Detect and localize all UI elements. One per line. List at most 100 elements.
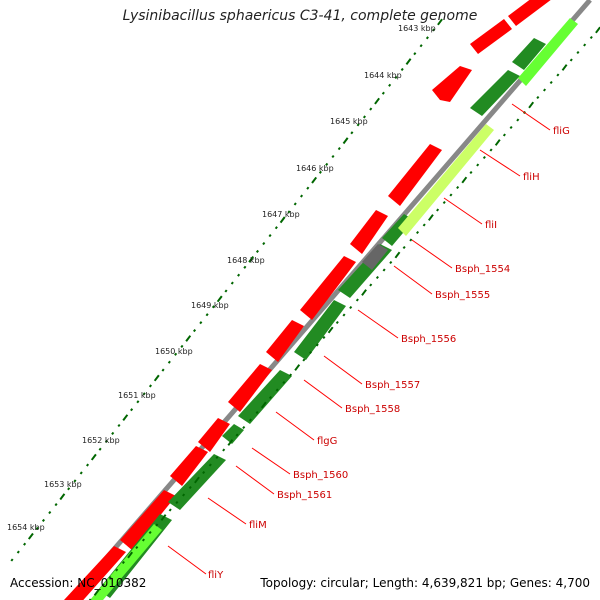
outer-scale-tick <box>41 518 45 523</box>
inner-scale-tick <box>327 326 334 334</box>
gene-label: fliM <box>249 520 267 531</box>
outer-scale-tick <box>419 44 423 48</box>
inner-scale-tick <box>361 289 367 296</box>
inner-scale-tick <box>335 320 339 325</box>
outer-scale-tick <box>262 241 266 246</box>
kbp-label: 1649 kbp <box>191 301 229 310</box>
inner-scale-tick <box>456 185 460 190</box>
outer-scale-tick <box>48 510 52 515</box>
cds-block <box>238 370 292 424</box>
outer-scale-tick <box>425 36 429 40</box>
inner-feature-track <box>90 18 578 600</box>
outer-scale-tick <box>356 123 360 127</box>
outer-scale-tick <box>180 344 184 348</box>
feature-band <box>518 18 578 86</box>
outer-scale-tick <box>255 249 259 254</box>
inner-scale-tick <box>402 245 406 250</box>
inner-scale-tick <box>543 88 547 92</box>
inner-scale-tick <box>449 193 453 197</box>
outer-scale-tick <box>142 392 146 396</box>
inner-scale-tick <box>227 439 234 446</box>
gene-label: Bsph_1561 <box>277 490 332 501</box>
cds-arrow <box>508 0 551 26</box>
inner-scale-tick <box>215 455 219 460</box>
inner-scale-tick <box>155 523 159 527</box>
cds-arrow <box>350 210 388 254</box>
kbp-label: 1654 kbp <box>7 523 45 532</box>
inner-scale-tick <box>141 538 145 542</box>
inner-scale-tick <box>355 298 359 302</box>
inner-scale-tick <box>202 470 206 475</box>
outer-scale-tick <box>237 273 241 277</box>
gene-label: Bsph_1558 <box>345 404 400 415</box>
inner-scale-tick <box>315 343 319 347</box>
outer-scale-tick <box>413 52 417 56</box>
inner-scale-tick <box>595 26 600 34</box>
inner-scale-tick <box>589 35 593 40</box>
gene-label: Bsph_1560 <box>293 470 348 481</box>
leader-line <box>323 355 363 385</box>
kbp-label: 1646 kbp <box>296 164 334 173</box>
inner-scale-tick <box>389 260 393 265</box>
outer-scale-tick <box>185 335 192 342</box>
kbp-label: 1647 kbp <box>262 210 300 219</box>
inner-scale-tick <box>188 485 192 490</box>
cds-arrow <box>470 19 512 54</box>
inner-scale-tick <box>194 476 200 484</box>
leader-line <box>207 497 247 525</box>
outer-scale-tick <box>90 453 97 461</box>
inner-scale-tick <box>282 380 286 385</box>
inner-scale-tick <box>469 170 473 175</box>
inner-scale-tick <box>516 118 520 122</box>
inner-scale-tick <box>242 425 246 430</box>
cds-block <box>294 300 346 360</box>
gene-label: Bsph_1554 <box>455 264 510 275</box>
inner-scale-tick <box>175 500 179 505</box>
outer-scale-tick <box>23 542 27 546</box>
inner-scale-tick <box>309 350 313 355</box>
scale-labels: 1643 kbp 1644 kbp 1645 kbp 1646 kbp 1647… <box>7 24 436 532</box>
inner-scale-tick <box>322 335 326 340</box>
outer-scale-tick <box>405 58 412 65</box>
inner-scale-tick <box>576 50 580 55</box>
outer-scale-tick <box>243 265 247 269</box>
outer-scale-tick <box>381 91 385 95</box>
outer-scale-tick <box>35 526 39 530</box>
outer-scale-tick <box>86 463 90 467</box>
gene-label: fliH <box>523 172 540 183</box>
inner-scale-tick <box>536 95 540 100</box>
outer-scale-tick <box>148 384 152 388</box>
gene-label: fliI <box>485 220 497 231</box>
gene-label: Bsph_1557 <box>365 380 420 391</box>
inner-scale-tick <box>416 230 420 235</box>
outer-scale-tick <box>331 154 335 159</box>
inner-scale-tick <box>409 238 413 242</box>
inner-scale-tick <box>342 313 346 317</box>
inner-scale-tick <box>275 388 279 392</box>
outer-scale-tick <box>54 503 58 507</box>
outer-scale-tick <box>211 305 215 309</box>
gene-label: fliY <box>208 570 224 581</box>
inner-scale-tick <box>182 493 186 497</box>
kbp-label: 1650 kbp <box>155 347 193 356</box>
feature-band <box>398 124 494 236</box>
inner-scale-tick <box>208 463 212 467</box>
outer-scale-tick <box>216 295 223 303</box>
cds-arrow <box>388 144 442 206</box>
inner-scale-tick <box>394 251 401 259</box>
inner-scale-tick <box>556 73 560 77</box>
inner-scale-tick <box>427 214 434 221</box>
inner-scale-tick <box>509 125 513 130</box>
outer-scale-tick <box>136 400 140 404</box>
leader-line <box>443 197 483 225</box>
cds-arrow <box>198 418 230 452</box>
inner-scale-tick <box>442 200 446 205</box>
inner-scale-tick <box>101 583 105 587</box>
outer-scale-tick <box>224 289 228 293</box>
inner-scale-tick <box>127 551 134 559</box>
outer-scale-tick <box>342 137 349 145</box>
outer-scale-tick <box>437 18 443 26</box>
map-title: Lysinibacillus sphaericus C3-41, complet… <box>122 8 478 24</box>
inner-scale-tick <box>160 514 167 521</box>
